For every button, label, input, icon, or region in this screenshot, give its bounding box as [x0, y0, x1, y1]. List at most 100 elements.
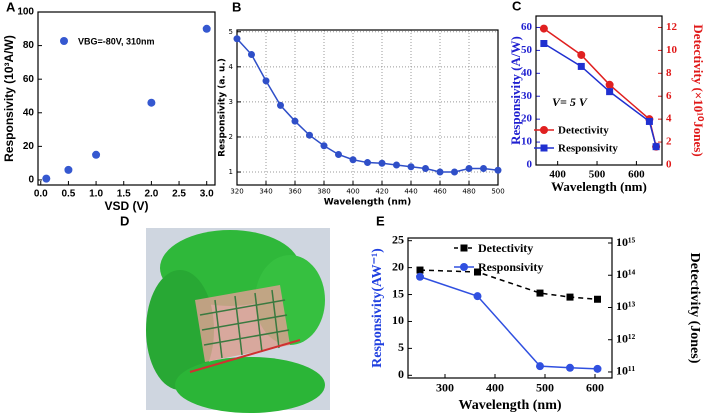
marker — [416, 266, 424, 274]
marker — [393, 161, 400, 169]
x-tick-label: 0.0 — [34, 189, 48, 200]
marker — [566, 363, 574, 372]
x-tick-label: 360 — [288, 187, 301, 195]
marker — [494, 166, 502, 174]
legend-marker — [60, 37, 68, 45]
y-tick-label: 60 — [23, 74, 35, 85]
marker — [92, 150, 101, 159]
marker — [42, 174, 51, 183]
marker — [291, 117, 299, 125]
marker — [233, 35, 241, 43]
marker — [605, 80, 614, 89]
marker — [451, 168, 458, 176]
legend-marker — [540, 126, 548, 134]
marker — [593, 364, 602, 373]
legend-label: Detectivity — [478, 241, 533, 255]
glove — [175, 357, 325, 413]
y-tick-label: 40 — [23, 107, 35, 118]
series-line — [236, 38, 499, 173]
y-tick-label: 60 — [521, 21, 533, 33]
y-tick-label: 100 — [17, 7, 34, 18]
y-tick-label: 30 — [521, 90, 533, 102]
y-tick-label: 25 — [392, 232, 404, 246]
y2-tick-label: 10¹² — [616, 331, 636, 345]
y2-tick-label: 10¹¹ — [616, 364, 636, 378]
x-tick-label: 340 — [259, 187, 272, 195]
marker — [416, 272, 424, 281]
y-tick-label: 0 — [398, 367, 404, 381]
marker — [248, 51, 255, 59]
panel-label: B — [232, 0, 241, 14]
x-tick-label: 480 — [462, 187, 475, 195]
x-tick-label: 2.5 — [172, 189, 186, 200]
marker — [436, 168, 444, 176]
y-tick-label: 20 — [392, 259, 404, 273]
y-axis-title: Responsivity (A/W) — [508, 36, 523, 145]
y2-tick-label: 8 — [666, 67, 672, 79]
y2-tick-label: 10¹⁴ — [616, 267, 636, 281]
photo — [146, 228, 330, 413]
y2-tick-label: 12 — [666, 21, 678, 33]
x-tick-label: 400 — [549, 168, 566, 180]
x-axis-title: Wavelength (nm) — [324, 198, 412, 208]
marker — [536, 289, 544, 297]
y-axis-title: Responsivity (a. u.) — [218, 58, 228, 157]
marker — [536, 362, 544, 371]
marker — [378, 159, 386, 167]
marker — [320, 142, 328, 150]
x-tick-label: 500 — [491, 187, 504, 195]
legend-label: VBG=-80V, 310nm — [78, 36, 154, 46]
x-tick-label: 460 — [433, 187, 446, 195]
x-tick-label: 400 — [346, 187, 359, 195]
annotation: V= 5 V — [552, 95, 588, 109]
legend-marker — [540, 144, 548, 152]
y-tick-label: 0 — [527, 159, 533, 171]
x-tick-label: 2.0 — [144, 189, 158, 200]
chart-panel: 300 400 500 600 0 5 10 15 20 25 10¹¹ 10¹² 10¹³ 10¹⁴ 10… — [370, 232, 702, 413]
marker — [64, 165, 73, 174]
marker — [407, 163, 415, 171]
y-tick-label: 3 — [229, 98, 233, 106]
marker — [277, 101, 284, 109]
chart-panel: 400 500 6000102030405060024681012Wavelengt… — [508, 15, 706, 194]
x-tick-label: 3.0 — [200, 189, 214, 200]
y-tick-label: 15 — [392, 286, 404, 300]
plot-frame — [37, 11, 216, 186]
marker — [474, 268, 481, 276]
y-tick-label: 5 — [229, 28, 233, 36]
marker — [422, 165, 429, 173]
x-axis-title: Wavelength (nm) — [551, 179, 647, 194]
legend-label: Responsivity — [558, 143, 618, 155]
y2-tick-label: 0 — [666, 159, 672, 171]
marker — [473, 292, 482, 301]
chart-panel: 320 340 360 380 400 420 440 460 480 500 1 2 3 4 5 Wavel… — [218, 28, 505, 208]
x-tick-label: 1.0 — [89, 189, 103, 200]
x-tick-label: 300 — [436, 381, 454, 395]
y2-tick-label: 10¹⁵ — [616, 235, 636, 249]
y-tick-label: 10 — [521, 136, 533, 148]
y-tick-label: 80 — [23, 40, 35, 51]
x-axis-title: Wavelength (nm) — [458, 398, 561, 413]
legend-marker — [460, 263, 468, 271]
y-tick-label: 40 — [521, 67, 533, 79]
marker — [577, 62, 585, 70]
marker — [606, 88, 614, 96]
marker — [566, 293, 574, 301]
marker — [262, 77, 270, 85]
x-tick-label: 320 — [230, 187, 243, 195]
legend-label: Responsivity — [478, 260, 543, 274]
y2-tick-label: 4 — [666, 113, 672, 125]
y-axis-title: Responsivity (10³A/W) — [2, 35, 16, 162]
marker — [540, 40, 548, 48]
marker — [652, 143, 660, 151]
x-tick-label: 0.5 — [61, 189, 75, 200]
marker — [147, 98, 156, 107]
y2-axis-title: Detectivity (×10¹⁰Jones) — [691, 24, 706, 156]
y2-tick-label: 2 — [666, 136, 672, 148]
panel-label: A — [6, 0, 16, 14]
panel-label: C — [512, 0, 522, 13]
y-tick-label: 0 — [28, 175, 34, 186]
panel-label: D — [120, 213, 129, 228]
y-axis-title: Responsivity(AW⁻¹) — [370, 248, 385, 368]
